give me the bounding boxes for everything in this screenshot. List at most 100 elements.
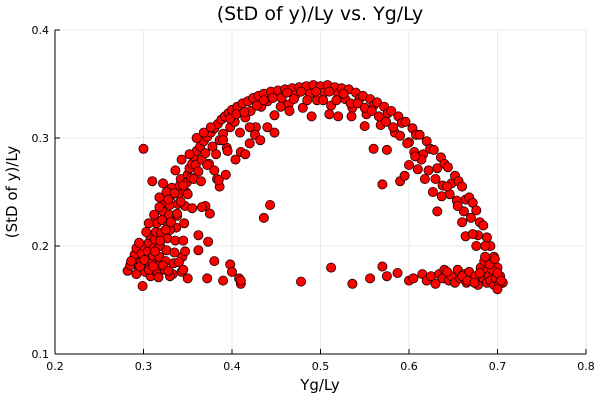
data-point <box>302 95 313 106</box>
x-tick-label: 0.5 <box>312 360 330 373</box>
data-point <box>428 144 439 155</box>
x-axis-label: Yg/Ly <box>299 376 340 394</box>
data-point <box>373 111 384 122</box>
data-point <box>178 264 189 275</box>
data-point <box>457 217 468 228</box>
data-point <box>137 280 148 291</box>
data-point <box>172 208 183 219</box>
data-point <box>193 166 204 177</box>
data-point <box>234 127 245 138</box>
data-point <box>126 256 137 267</box>
chart-title: (StD of y)/Ly vs. Yg/Ly <box>217 3 424 25</box>
data-point <box>377 261 388 272</box>
y-tick-label: 0.1 <box>32 348 50 361</box>
data-point <box>195 176 206 187</box>
data-point <box>324 109 335 120</box>
data-point <box>471 240 482 251</box>
data-point <box>251 100 262 111</box>
data-point <box>495 275 506 286</box>
data-point <box>380 116 391 127</box>
data-point <box>149 246 160 257</box>
data-point <box>284 106 295 117</box>
data-point <box>399 170 410 181</box>
data-point <box>469 277 480 288</box>
data-point <box>359 121 370 132</box>
data-point <box>220 169 231 180</box>
data-point <box>198 127 209 138</box>
data-point <box>457 181 468 192</box>
data-point <box>258 212 269 223</box>
y-axis-label: (StD of y)/Ly <box>3 146 21 239</box>
data-point <box>170 165 181 176</box>
x-tick-label: 0.7 <box>489 360 507 373</box>
data-point <box>295 86 306 97</box>
x-tick-label: 0.3 <box>135 360 153 373</box>
data-point <box>179 218 190 229</box>
data-point <box>163 194 174 205</box>
data-point <box>474 267 485 278</box>
data-point <box>134 237 145 248</box>
data-point <box>147 176 158 187</box>
data-point <box>346 111 357 122</box>
data-point <box>492 284 503 295</box>
data-point <box>148 261 159 272</box>
data-point <box>204 208 215 219</box>
data-point <box>178 180 189 191</box>
data-point <box>196 202 207 213</box>
data-point <box>173 257 184 268</box>
data-point <box>481 232 492 243</box>
data-point <box>269 127 280 138</box>
data-point <box>480 251 491 262</box>
data-point <box>368 143 379 154</box>
data-point <box>403 159 414 170</box>
data-point <box>169 247 180 258</box>
data-point <box>202 273 213 284</box>
data-point <box>381 271 392 282</box>
data-point <box>311 86 322 97</box>
data-point <box>175 196 186 207</box>
data-point <box>226 266 237 277</box>
data-point <box>143 218 154 229</box>
data-point <box>400 116 411 127</box>
data-point <box>386 106 397 117</box>
data-point <box>365 273 376 284</box>
data-point <box>297 102 308 113</box>
data-point <box>381 144 392 155</box>
data-point <box>184 149 195 160</box>
data-point <box>176 154 187 165</box>
data-point <box>366 106 377 117</box>
axes <box>54 29 587 355</box>
data-point <box>153 272 164 283</box>
x-tick-label: 0.6 <box>400 360 418 373</box>
data-point <box>408 273 419 284</box>
data-point <box>169 188 180 199</box>
data-point <box>338 88 349 99</box>
data-point <box>423 165 434 176</box>
x-tick-label: 0.4 <box>223 360 241 373</box>
data-point <box>262 122 273 133</box>
x-tick-label: 0.8 <box>577 360 595 373</box>
data-point <box>139 254 150 265</box>
data-point <box>235 275 246 286</box>
tick-labels: 0.2 0.3 0.4 0.5 0.6 0.7 0.80.10.20.30.4 <box>32 24 595 373</box>
data-point <box>157 178 168 189</box>
data-point <box>267 93 278 104</box>
data-point <box>138 143 149 154</box>
data-point <box>388 122 399 133</box>
data-point <box>324 86 335 97</box>
data-point <box>222 145 233 156</box>
data-point <box>205 122 216 133</box>
data-point <box>213 175 224 186</box>
data-point <box>165 217 176 228</box>
data-point <box>182 189 193 200</box>
data-point <box>414 129 425 140</box>
data-point <box>255 135 266 146</box>
data-point <box>467 229 478 240</box>
data-point <box>430 173 441 184</box>
data-point <box>471 205 482 216</box>
data-point <box>442 266 453 277</box>
data-point <box>155 235 166 246</box>
data-point <box>281 87 292 98</box>
data-point <box>430 278 441 289</box>
data-point <box>402 138 413 149</box>
